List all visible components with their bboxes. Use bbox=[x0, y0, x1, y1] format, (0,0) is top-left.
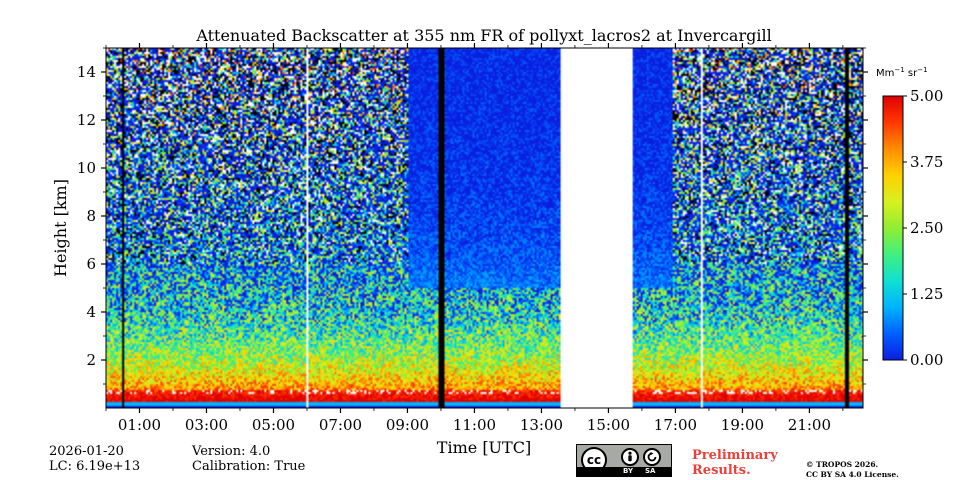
chart-title: Attenuated Backscatter at 355 nm FR of p… bbox=[195, 26, 771, 45]
prelim-line-2: Results. bbox=[692, 463, 751, 478]
footer-lc: LC: 6.19e+13 bbox=[49, 459, 141, 474]
footer-version: Version: 4.0 bbox=[192, 444, 271, 459]
backscatter-heatmap bbox=[106, 48, 863, 408]
x-tick-label: 13:00 bbox=[520, 416, 563, 434]
prelim-line-1: Preliminary bbox=[692, 448, 778, 463]
x-axis-label: Time [UTC] bbox=[437, 438, 531, 457]
colorbar-tick-label: 0.00 bbox=[910, 351, 943, 369]
x-tick-label: 03:00 bbox=[185, 416, 228, 434]
y-tick-label: 14 bbox=[77, 63, 96, 81]
x-tick-label: 21:00 bbox=[788, 416, 831, 434]
cc-sa-label: SA bbox=[645, 467, 656, 475]
share-alike-icon bbox=[643, 448, 661, 466]
plot-frame bbox=[105, 47, 864, 409]
person-icon bbox=[621, 448, 639, 466]
cc-by-label: BY bbox=[623, 467, 634, 475]
cc-strip bbox=[577, 467, 671, 476]
x-tick-label: 07:00 bbox=[319, 416, 362, 434]
footer-date: 2026-01-20 bbox=[49, 444, 124, 459]
colorbar-tick-label: 2.50 bbox=[910, 219, 943, 237]
colorbar-tick-label: 1.25 bbox=[910, 285, 943, 303]
colorbar-axis: 0.00 1.25 2.50 3.75 5.00 bbox=[903, 87, 943, 369]
colorbar-tick-label: 3.75 bbox=[910, 153, 943, 171]
colorbar bbox=[882, 95, 904, 361]
x-tick-label: 01:00 bbox=[118, 416, 161, 434]
x-tick-label: 19:00 bbox=[721, 416, 764, 434]
y-axis: 2 4 6 8 10 12 14 bbox=[77, 47, 868, 385]
preliminary-results-note: Preliminary Results. bbox=[692, 448, 778, 478]
copyright-line-2: CC BY SA 4.0 License. bbox=[806, 470, 899, 479]
footer-calibration: Calibration: True bbox=[192, 459, 306, 474]
y-tick-label: 12 bbox=[77, 111, 96, 129]
x-tick-label: 09:00 bbox=[386, 416, 429, 434]
x-tick-label: 05:00 bbox=[252, 416, 295, 434]
footer-version-block: Version: 4.0 Calibration: True bbox=[192, 444, 305, 474]
x-tick-label: 15:00 bbox=[587, 416, 630, 434]
colorbar-unit: Mm−1 sr−1 bbox=[876, 66, 928, 79]
copyright-note: © TROPOS 2026. CC BY SA 4.0 License. bbox=[806, 460, 899, 480]
cc-license-badge[interactable]: cc BY SA bbox=[576, 444, 672, 477]
y-tick-label: 4 bbox=[86, 303, 96, 321]
x-axis: 01:00 03:00 05:00 07:00 09:00 11:00 13:00 15:00… bbox=[105, 43, 844, 434]
y-tick-label: 2 bbox=[86, 351, 96, 369]
x-tick-label: 11:00 bbox=[453, 416, 496, 434]
copyright-line-1: © TROPOS 2026. bbox=[806, 460, 879, 469]
y-tick-label: 6 bbox=[86, 255, 96, 273]
x-tick-label: 17:00 bbox=[654, 416, 697, 434]
plot-area bbox=[105, 47, 864, 409]
colorbar-tick-label: 5.00 bbox=[910, 87, 943, 105]
footer-date-block: 2026-01-20 LC: 6.19e+13 bbox=[49, 444, 140, 474]
y-axis-label: Height [km] bbox=[51, 179, 70, 277]
y-tick-label: 10 bbox=[77, 159, 96, 177]
y-tick-label: 8 bbox=[86, 207, 96, 225]
